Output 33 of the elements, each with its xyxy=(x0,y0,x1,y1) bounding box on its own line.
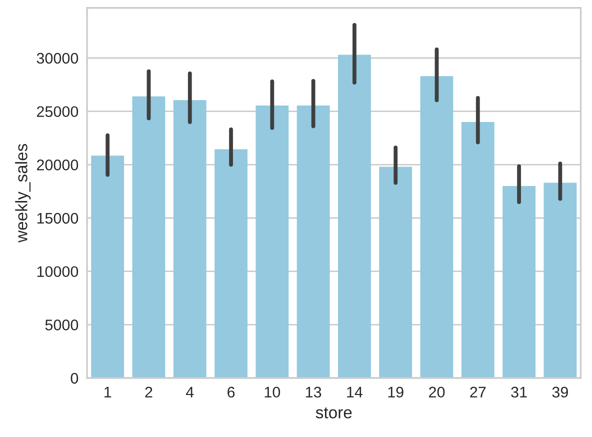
bar xyxy=(173,100,206,378)
y-tick-label: 15000 xyxy=(37,212,78,224)
x-tick-label: 4 xyxy=(186,386,194,398)
bar xyxy=(296,105,330,378)
x-tick-label: 20 xyxy=(429,386,445,398)
x-tick-label: 19 xyxy=(388,386,404,398)
bar xyxy=(214,149,248,378)
bar xyxy=(256,105,289,378)
bar xyxy=(420,76,454,378)
x-tick-label: 27 xyxy=(470,386,486,398)
x-tick-label: 14 xyxy=(347,386,363,398)
x-tick-label: 1 xyxy=(104,386,112,398)
y-tick-label: 10000 xyxy=(37,266,78,278)
bar xyxy=(502,186,536,378)
bar xyxy=(544,182,577,378)
bar xyxy=(379,166,412,378)
x-tick-label: 6 xyxy=(228,386,235,398)
bar xyxy=(461,122,494,378)
y-tick-label: 5000 xyxy=(45,320,78,330)
y-tick-label: 20000 xyxy=(36,160,78,170)
y-axis-title: weekly_sales xyxy=(15,144,31,243)
bar xyxy=(91,156,124,378)
x-tick-label: 10 xyxy=(264,386,280,398)
x-tick-label: 31 xyxy=(511,386,527,398)
x-tick-label: 13 xyxy=(306,386,322,398)
x-tick-label: 2 xyxy=(145,386,152,398)
y-tick-label: 0 xyxy=(70,372,78,384)
x-axis-title: store xyxy=(316,407,352,418)
x-tick-label: 39 xyxy=(552,386,568,398)
bar xyxy=(132,96,166,378)
y-tick-label: 30000 xyxy=(36,52,78,64)
y-tick-label: 25000 xyxy=(36,106,78,118)
bar xyxy=(338,54,371,378)
